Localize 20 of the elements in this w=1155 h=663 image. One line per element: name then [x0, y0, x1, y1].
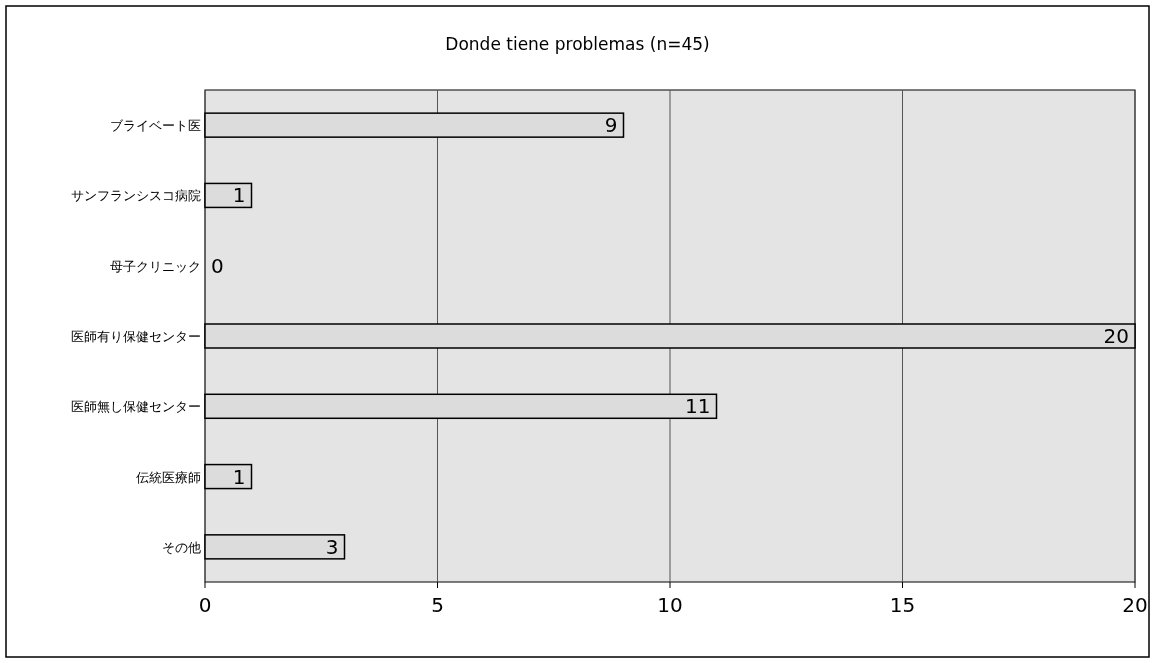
- y-tick-label: 伝統医療師: [136, 469, 201, 485]
- data-label: 9: [604, 113, 618, 138]
- data-label: 1: [232, 183, 246, 208]
- x-tick-label: 10: [657, 593, 683, 617]
- y-tick-label: 医師有り保健センター: [71, 329, 201, 344]
- x-tick-label: 20: [1122, 593, 1148, 617]
- x-tick-label: 0: [198, 593, 212, 617]
- y-tick-label: 母子クリニック: [110, 258, 201, 274]
- y-tick-label: 医師無し保健センター: [71, 399, 201, 415]
- data-label: 3: [325, 534, 339, 559]
- x-tick-label: 15: [889, 593, 916, 617]
- data-label: 0: [211, 253, 224, 278]
- data-label: 20: [1103, 324, 1129, 348]
- chart-title: Donde tiene problemas (n=45): [445, 34, 710, 54]
- y-tick-label: その他: [162, 539, 201, 555]
- y-tick-label: ブライベート医: [110, 118, 201, 134]
- y-tick-label: サンフランシスコ病院: [71, 188, 201, 204]
- x-tick-label: 5: [431, 593, 444, 617]
- data-label: 11: [685, 394, 711, 419]
- data-label: 1: [232, 464, 246, 489]
